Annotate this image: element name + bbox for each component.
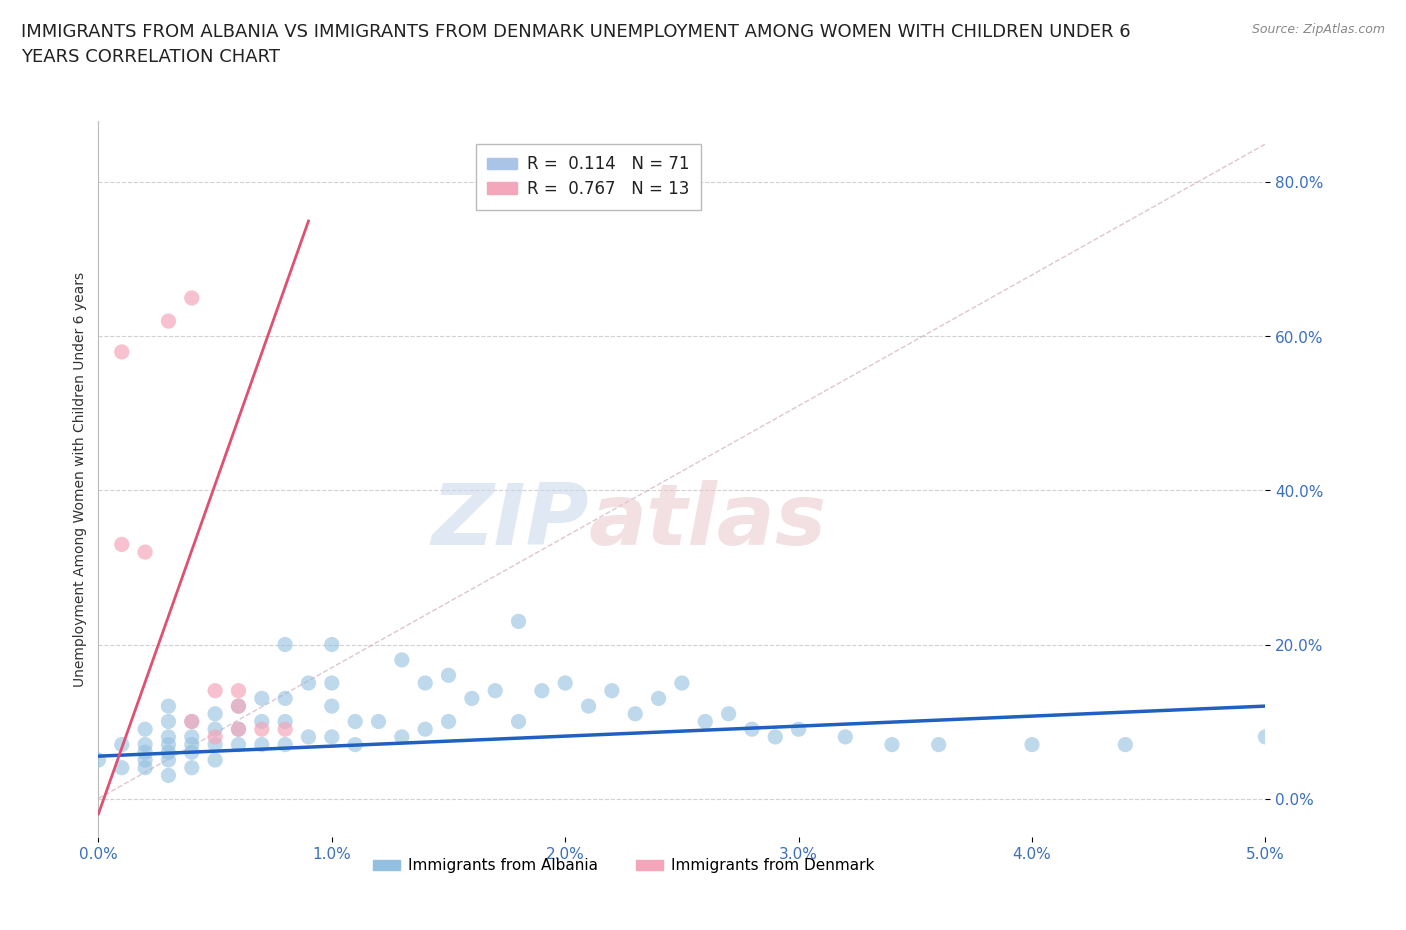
Point: [204, 729, 226, 744]
Point: [180, 714, 202, 729]
Point: [204, 752, 226, 767]
Point: [391, 653, 413, 668]
Point: [157, 745, 180, 760]
Point: [204, 684, 226, 698]
Point: [134, 745, 156, 760]
Point: [180, 745, 202, 760]
Point: [1021, 737, 1043, 752]
Point: [274, 714, 297, 729]
Point: [180, 290, 202, 305]
Point: [321, 698, 343, 713]
Point: [763, 729, 786, 744]
Point: [157, 752, 180, 767]
Point: [228, 737, 250, 752]
Point: [461, 691, 484, 706]
Point: [180, 737, 202, 752]
Point: [111, 760, 134, 775]
Point: [228, 698, 250, 713]
Point: [204, 737, 226, 752]
Point: [228, 722, 250, 737]
Point: [228, 698, 250, 713]
Point: [274, 722, 297, 737]
Point: [391, 729, 413, 744]
Legend: R =  0.114   N = 71, R =  0.767   N = 13: R = 0.114 N = 71, R = 0.767 N = 13: [475, 143, 702, 209]
Point: [508, 714, 530, 729]
Point: [157, 698, 180, 713]
Point: [274, 691, 297, 706]
Point: [1254, 729, 1277, 744]
Point: [297, 729, 319, 744]
Point: [717, 707, 740, 722]
Point: [344, 714, 367, 729]
Point: [367, 714, 389, 729]
Y-axis label: Unemployment Among Women with Children Under 6 years: Unemployment Among Women with Children U…: [73, 272, 87, 686]
Point: [274, 637, 297, 652]
Point: [413, 722, 436, 737]
Point: [508, 614, 530, 629]
Point: [134, 545, 156, 560]
Point: [321, 729, 343, 744]
Point: [134, 752, 156, 767]
Point: [180, 714, 202, 729]
Point: [87, 752, 110, 767]
Point: [228, 722, 250, 737]
Point: [111, 537, 134, 551]
Point: [228, 684, 250, 698]
Point: [321, 675, 343, 690]
Point: [157, 714, 180, 729]
Text: ZIP: ZIP: [430, 481, 589, 564]
Point: [180, 760, 202, 775]
Point: [250, 737, 273, 752]
Point: [321, 637, 343, 652]
Point: [157, 729, 180, 744]
Point: [647, 691, 669, 706]
Point: [157, 313, 180, 328]
Point: [530, 684, 553, 698]
Point: [578, 698, 600, 713]
Point: [484, 684, 506, 698]
Point: [111, 344, 134, 359]
Point: [741, 722, 763, 737]
Point: [554, 675, 576, 690]
Point: [297, 675, 319, 690]
Point: [111, 737, 134, 752]
Point: [250, 722, 273, 737]
Point: [787, 722, 810, 737]
Point: [437, 668, 460, 683]
Point: [274, 737, 297, 752]
Point: [134, 737, 156, 752]
Point: [437, 714, 460, 729]
Point: [671, 675, 693, 690]
Point: [204, 707, 226, 722]
Point: [157, 768, 180, 783]
Point: [344, 737, 367, 752]
Point: [695, 714, 717, 729]
Point: [413, 675, 436, 690]
Point: [600, 684, 623, 698]
Point: [250, 691, 273, 706]
Point: [134, 760, 156, 775]
Point: [204, 722, 226, 737]
Point: [834, 729, 856, 744]
Point: [180, 729, 202, 744]
Point: [134, 722, 156, 737]
Point: [880, 737, 903, 752]
Point: [928, 737, 950, 752]
Point: [250, 714, 273, 729]
Point: [1114, 737, 1136, 752]
Point: [624, 707, 647, 722]
Point: [157, 737, 180, 752]
Text: IMMIGRANTS FROM ALBANIA VS IMMIGRANTS FROM DENMARK UNEMPLOYMENT AMONG WOMEN WITH: IMMIGRANTS FROM ALBANIA VS IMMIGRANTS FR…: [21, 23, 1130, 66]
Text: Source: ZipAtlas.com: Source: ZipAtlas.com: [1251, 23, 1385, 36]
Text: atlas: atlas: [589, 481, 827, 564]
